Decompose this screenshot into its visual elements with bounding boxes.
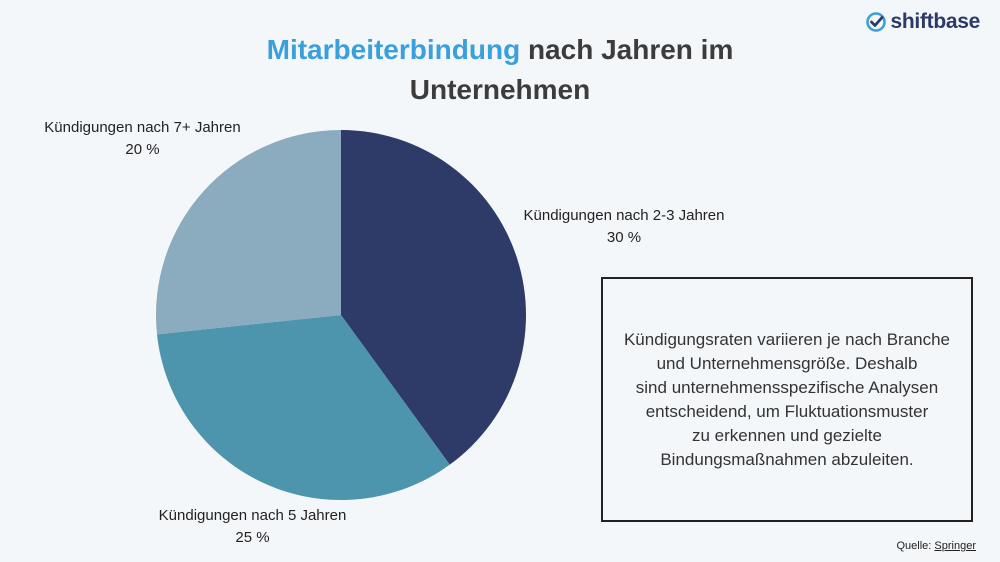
source-label: Quelle:: [896, 540, 932, 552]
note-line: Bindungsmaßnahmen abzuleiten.: [660, 449, 914, 469]
note-line: zu erkennen und gezielte: [692, 425, 882, 445]
slice-label-text: Kündigungen nach 2-3 Jahren: [523, 207, 725, 224]
note-line: entscheidend, um Fluktuationsmuster: [645, 401, 929, 421]
info-note-text: Kündigungsraten variieren je nach Branch…: [624, 328, 950, 472]
slice-label-text: Kündigungen nach 5 Jahren: [158, 507, 347, 524]
title-highlight: Mitarbeiterbindung: [266, 34, 521, 65]
slice-value-label: 25 %: [235, 529, 270, 546]
slice-value-label: 20 %: [125, 141, 160, 158]
info-note-box: Kündigungsraten variieren je nach Branch…: [601, 277, 973, 522]
title-line2: Unternehmen: [409, 74, 591, 105]
pie-slice-2: [156, 130, 341, 335]
source-link[interactable]: Springer: [934, 540, 976, 552]
brand-logo: shiftbase: [865, 10, 981, 34]
slice-label-2-3-years: Kündigungen nach 2-3 Jahren 30 %: [514, 205, 734, 249]
page-title: Mitarbeiterbindung nach Jahren im Untern…: [0, 30, 1000, 110]
pie-slice-0: [341, 130, 527, 465]
source-credit: Quelle: Springer: [897, 540, 977, 552]
slice-value-label: 30 %: [606, 229, 642, 246]
pie-slice-1: [157, 315, 450, 500]
brand-name: shiftbase: [890, 10, 981, 33]
note-line: Kündigungsraten variieren je nach Branch…: [623, 329, 951, 349]
slice-label-7-plus-years: Kündigungen nach 7+ Jahren 20 %: [30, 117, 255, 161]
slice-label-5-years: Kündigungen nach 5 Jahren 25 %: [140, 505, 365, 549]
title-line1-rest: nach Jahren im: [527, 34, 734, 65]
note-line: sind unternehmensspezifische Analysen: [635, 377, 939, 397]
note-line: und Unternehmensgröße. Deshalb: [656, 353, 918, 373]
slice-label-text: Kündigungen nach 7+ Jahren: [44, 119, 241, 136]
check-circle-icon: [865, 12, 886, 32]
